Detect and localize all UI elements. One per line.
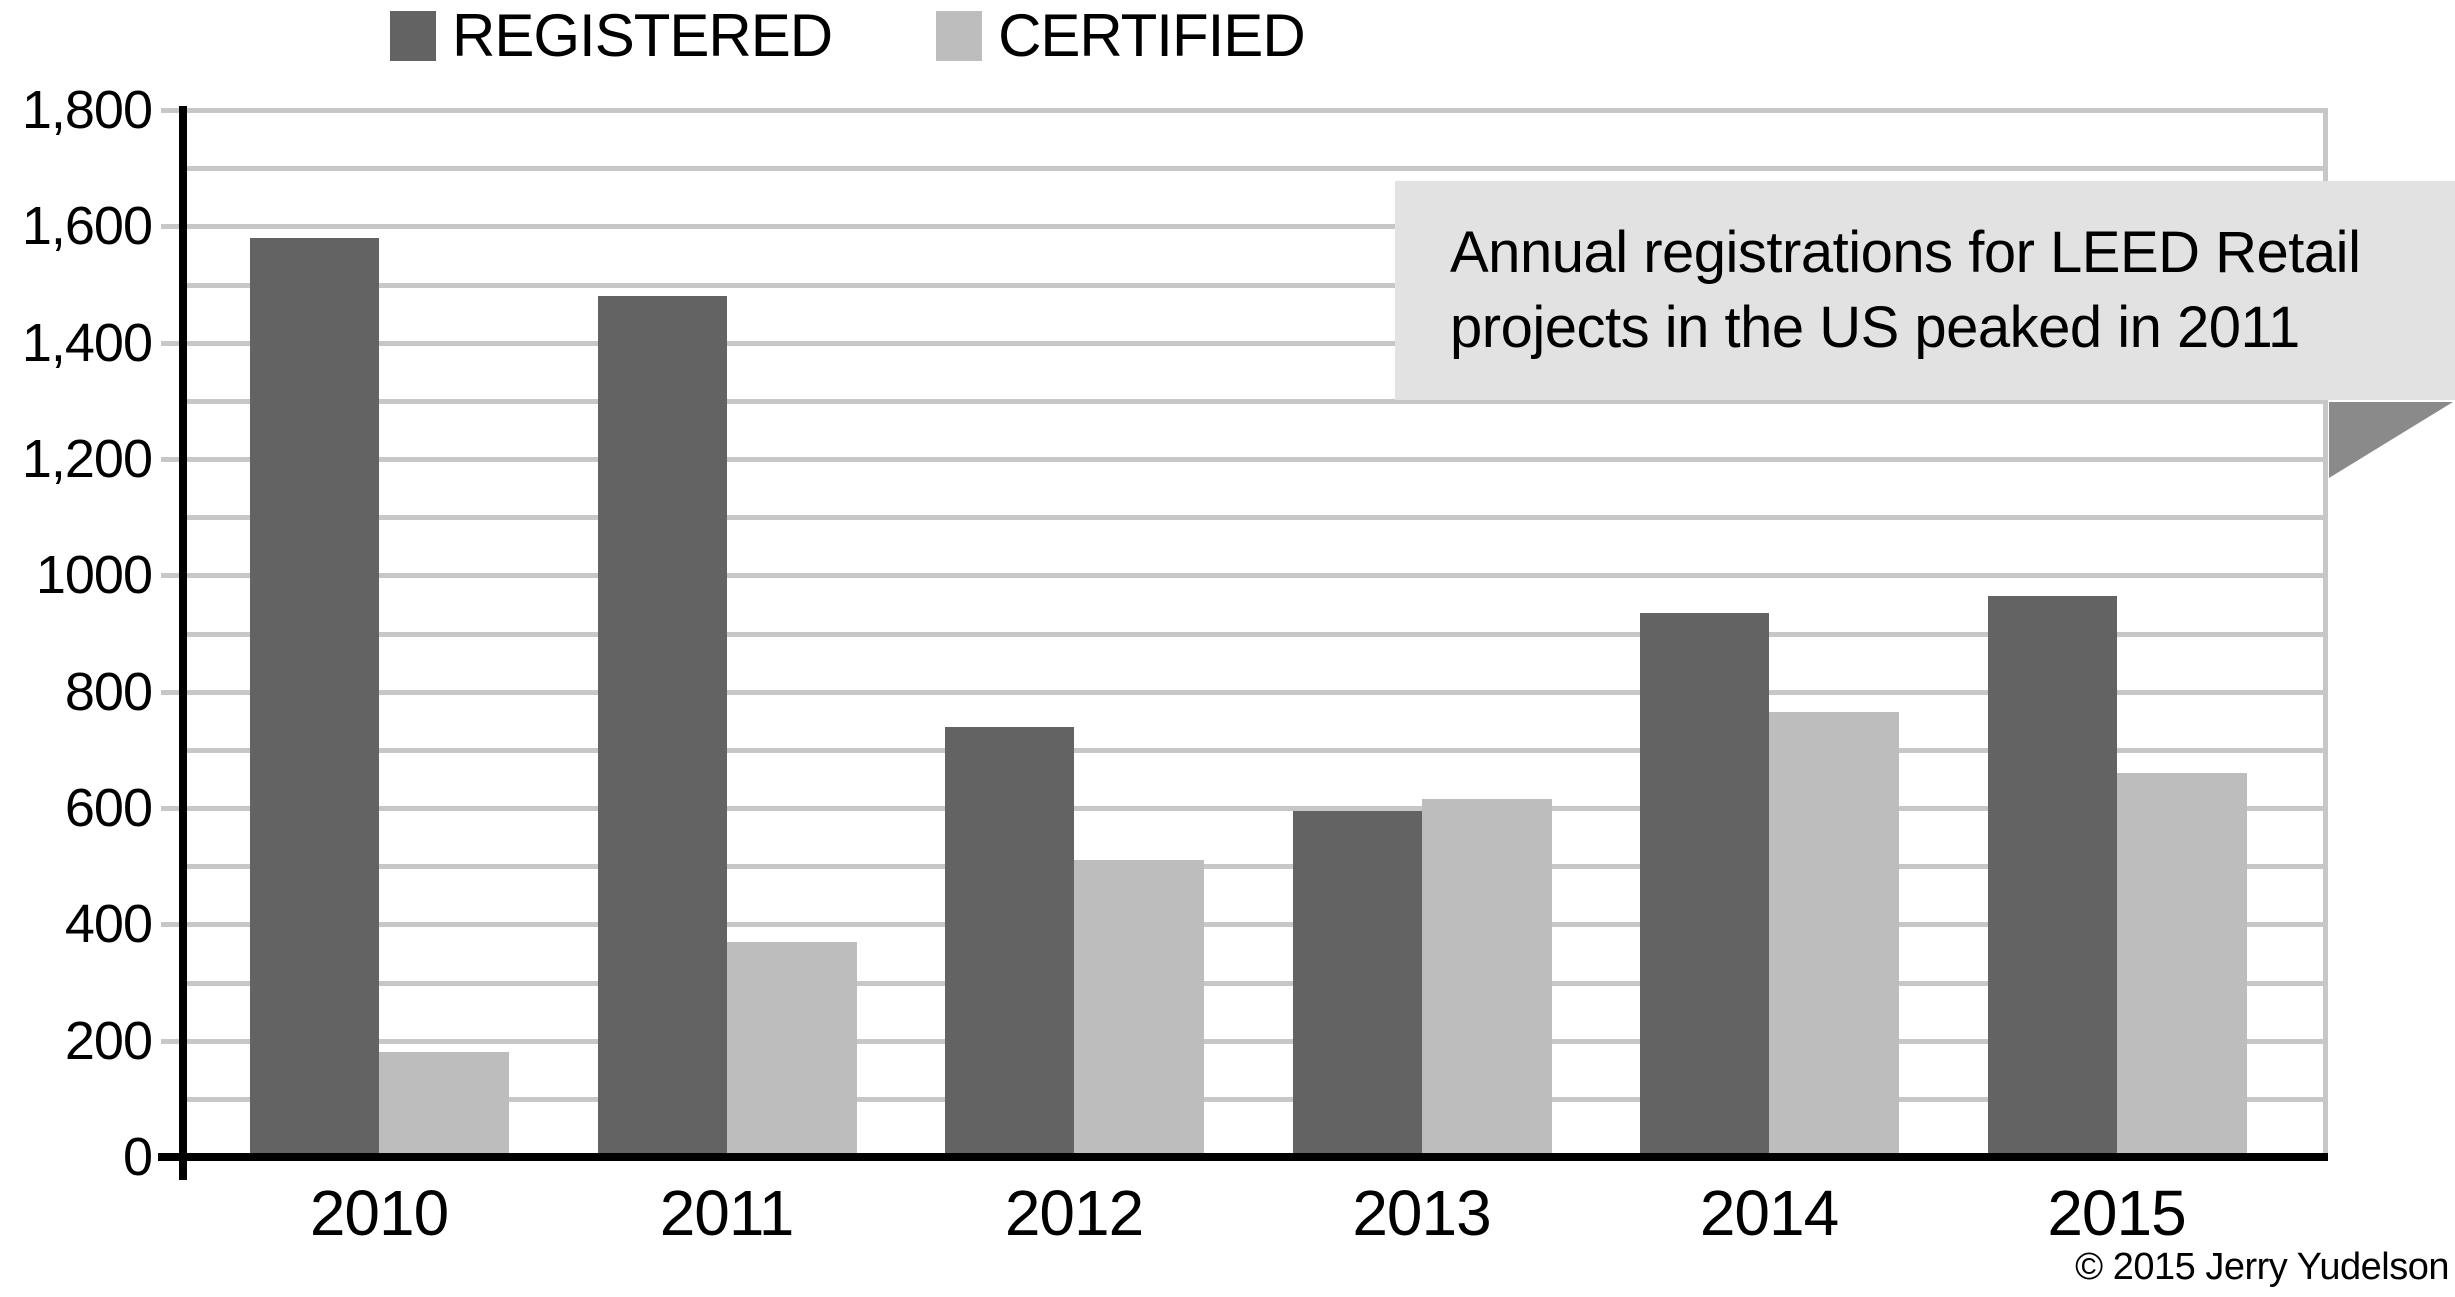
bar-certified-2011: [726, 941, 857, 1157]
x-axis-line: [158, 1153, 2328, 1161]
legend-label-certified: CERTIFIED: [998, 2, 1306, 69]
bar-registered-2015: [1987, 595, 2117, 1157]
x-tick-label: 2011: [659, 1177, 795, 1249]
legend-item-certified: CERTIFIED: [936, 2, 1306, 69]
bar-registered-2010: [250, 237, 379, 1157]
registered-swatch-icon: [390, 11, 436, 61]
plot-right-border: [2323, 108, 2328, 1157]
gridline: [161, 689, 2328, 695]
y-tick-label: 1,200: [21, 429, 153, 489]
annotation-box: Annual registrations for LEED Retail pro…: [1395, 181, 2455, 400]
gridline: [183, 980, 2328, 986]
gridline: [183, 515, 2328, 521]
gridline: [161, 806, 2328, 811]
gridline: [183, 282, 2328, 288]
bar-certified-2013: [1421, 799, 1552, 1157]
bar-registered-2014: [1640, 613, 1769, 1157]
y-tick-label: 200: [64, 1010, 153, 1071]
y-tick-label: 800: [64, 661, 153, 722]
gridline: [183, 631, 2328, 637]
gridline: [183, 1096, 2328, 1102]
bar-certified-2010: [379, 1052, 509, 1157]
x-tick-label: 2010: [309, 1177, 449, 1249]
bar-registered-2012: [945, 726, 1074, 1157]
gridline: [161, 1038, 2328, 1044]
y-tick-label: 0: [122, 1127, 153, 1187]
gridline: [161, 108, 2328, 113]
gridline: [183, 747, 2328, 753]
x-tick-label: 2015: [2047, 1177, 2186, 1249]
annotation-line-1: Annual registrations for LEED Retail: [1450, 220, 2361, 285]
y-axis-line: [179, 106, 187, 1180]
y-tick-label: 400: [64, 894, 153, 955]
x-tick-label: 2013: [1352, 1177, 1491, 1249]
gridline: [161, 340, 2328, 346]
annotation-line-2: projects in the US peaked in 2011: [1450, 295, 2300, 361]
gridline: [161, 922, 2328, 928]
y-tick-label: 1000: [35, 545, 153, 606]
y-tick-label: 1,800: [21, 80, 153, 140]
bar-certified-2012: [1074, 860, 1204, 1157]
certified-swatch-icon: [936, 11, 983, 61]
x-tick-label: 2012: [1004, 1177, 1144, 1249]
gridline: [161, 457, 2328, 462]
legend: REGISTERED CERTIFIED: [390, 2, 1306, 69]
gridline: [183, 398, 2328, 404]
bar-registered-2013: [1292, 810, 1422, 1157]
gridline: [183, 166, 2328, 172]
copyright-text: © 2015 Jerry Yudelson: [2075, 1246, 2449, 1288]
gridline: [183, 864, 2328, 870]
bar-certified-2014: [1769, 712, 1899, 1157]
annotation-tail: [2329, 402, 2453, 478]
legend-label-registered: REGISTERED: [452, 2, 833, 69]
legend-item-registered: REGISTERED: [390, 2, 833, 69]
y-tick-label: 600: [64, 778, 153, 838]
gridline: [161, 573, 2328, 579]
y-tick-label: 1,400: [21, 312, 153, 373]
bar-certified-2015: [2116, 773, 2247, 1157]
y-tick-label: 1,600: [21, 196, 153, 257]
x-tick-label: 2014: [1699, 1177, 1839, 1249]
bar-registered-2011: [597, 296, 727, 1157]
gridline: [161, 224, 2328, 230]
